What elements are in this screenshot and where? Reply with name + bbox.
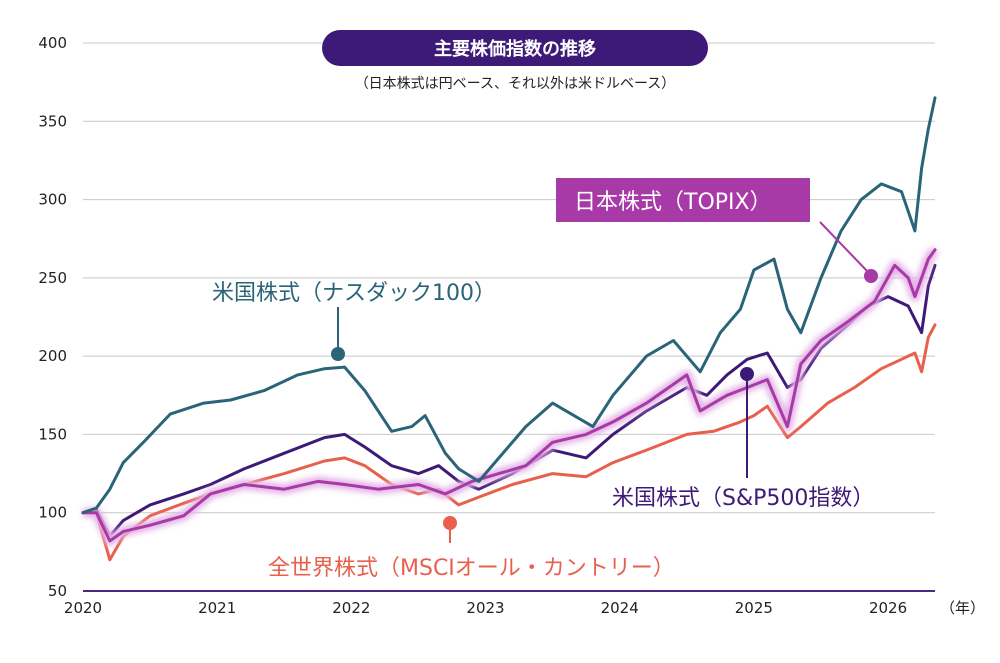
- x-tick-label: 2021: [198, 599, 236, 617]
- marker-acwi: [443, 516, 457, 530]
- x-tick-label: 2025: [735, 599, 773, 617]
- y-tick-label: 200: [38, 347, 67, 365]
- leader-topix: [819, 221, 869, 273]
- y-axis-tick-labels: 50 100 150 200 250 300 350 400: [38, 34, 67, 600]
- x-tick-label: 2026: [869, 599, 907, 617]
- x-axis-tick-labels: 2020 2021 2022 2023 2024 2025 2026: [64, 599, 907, 617]
- chart-subtitle: （日本株式は円ベース、それ以外は米ドルベース）: [355, 76, 676, 92]
- label-nasdaq: 米国株式（ナスダック100）: [212, 281, 496, 306]
- x-tick-label: 2022: [332, 599, 370, 617]
- y-tick-label: 150: [38, 425, 67, 443]
- series-line-topix: [81, 248, 937, 543]
- grid: [83, 42, 935, 514]
- x-tick-label: 2020: [64, 599, 102, 617]
- series-lines: [81, 96, 940, 562]
- label-topix: 日本株式（TOPIX）: [574, 190, 772, 215]
- y-tick-label: 100: [38, 504, 67, 522]
- x-tick-label: 2024: [601, 599, 639, 617]
- label-topix-box: [556, 178, 810, 222]
- chart-title: 主要株価指数の推移: [434, 38, 596, 60]
- x-tick-label: 2023: [466, 599, 504, 617]
- marker-topix: [864, 269, 878, 283]
- x-axis-unit: （年）: [940, 599, 985, 617]
- marker-nasdaq: [331, 347, 345, 361]
- y-tick-label: 400: [38, 34, 67, 52]
- y-tick-label: 250: [38, 269, 67, 287]
- marker-sp500: [740, 367, 754, 381]
- series-line-nasdaq: [81, 96, 937, 515]
- title-pill: [322, 30, 708, 66]
- label-sp500: 米国株式（S&P500指数）: [612, 486, 874, 511]
- y-tick-label: 300: [38, 191, 67, 209]
- label-acwi: 全世界株式（MSCIオール・カントリー）: [268, 556, 675, 581]
- y-tick-label: 50: [48, 582, 67, 600]
- y-tick-label: 350: [38, 112, 67, 130]
